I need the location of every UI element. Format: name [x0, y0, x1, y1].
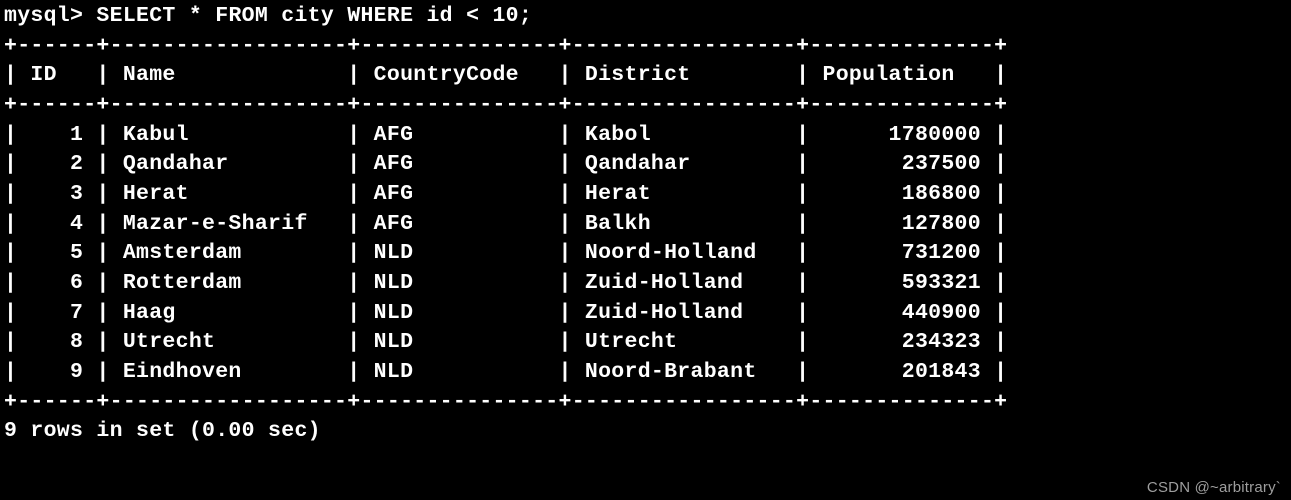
table-header-row: | ID | Name | CountryCode | District | P…: [4, 63, 1007, 87]
table-border-bottom: +------+------------------+-------------…: [4, 390, 1007, 414]
table-data-rows: | 1 | Kabul | AFG | Kabol | 1780000 | | …: [4, 123, 1007, 384]
table-border-top: +------+------------------+-------------…: [4, 34, 1007, 58]
sql-query: SELECT * FROM city WHERE id < 10;: [96, 4, 532, 28]
mysql-terminal: mysql> SELECT * FROM city WHERE id < 10;…: [0, 0, 1291, 447]
watermark: CSDN @~arbitrary`: [1147, 479, 1281, 496]
table-border-mid: +------+------------------+-------------…: [4, 93, 1007, 117]
result-footer: 9 rows in set (0.00 sec): [4, 419, 321, 443]
mysql-prompt: mysql>: [4, 4, 83, 28]
